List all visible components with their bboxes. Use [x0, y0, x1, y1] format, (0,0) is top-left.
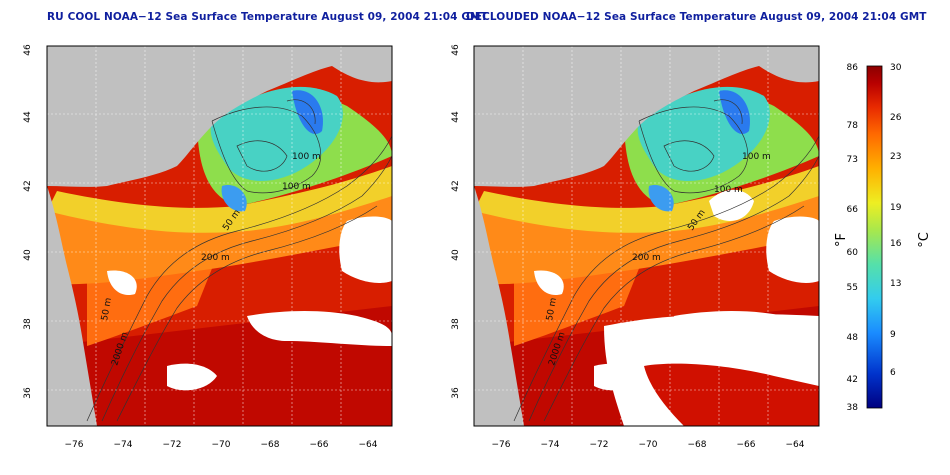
- f-tick-38: 38: [847, 403, 859, 413]
- f-tick-78: 78: [847, 121, 859, 131]
- right-lat-42: 42: [451, 180, 461, 191]
- left-lat-42: 42: [23, 180, 33, 191]
- c-tick-9: 9: [890, 330, 896, 340]
- c-tick-6: 6: [890, 368, 896, 378]
- right-lat-36: 36: [451, 387, 461, 399]
- right-lat-axis: 46 44 42 40 38 36: [451, 44, 461, 399]
- right-label-100m-a: 100 m: [742, 152, 771, 162]
- right-lon-74: −74: [541, 440, 560, 450]
- right-lon-axis: −76 −74 −72 −70 −68 −66 −64: [492, 440, 805, 450]
- right-lon-68: −68: [688, 440, 707, 450]
- right-panel-title: DECLOUDED NOAA−12 Sea Surface Temperatur…: [466, 11, 927, 23]
- f-tick-48: 48: [847, 333, 859, 343]
- right-lat-44: 44: [451, 111, 461, 123]
- right-map: 100 m 100 m 50 m 200 m 50 m 2000 m: [473, 45, 820, 427]
- right-label-200m: 200 m: [632, 253, 661, 263]
- f-tick-86: 86: [847, 63, 859, 73]
- right-lat-40: 40: [451, 249, 461, 261]
- c-tick-30: 30: [890, 63, 902, 73]
- f-tick-66: 66: [847, 205, 859, 215]
- right-lon-76: −76: [492, 440, 511, 450]
- left-lon-68: −68: [261, 440, 280, 450]
- left-label-50m-south: 50 m: [100, 297, 114, 321]
- left-lon-72: −72: [163, 440, 182, 450]
- c-tick-23: 23: [890, 152, 901, 162]
- unit-fahrenheit: °F: [834, 233, 849, 247]
- left-lat-40: 40: [23, 249, 33, 261]
- right-label-100m-b: 100 m: [714, 185, 743, 195]
- colorbar-gradient: [866, 65, 883, 409]
- f-tick-42: 42: [847, 375, 858, 385]
- right-lat-38: 38: [451, 318, 461, 330]
- f-tick-73: 73: [847, 155, 858, 165]
- unit-celsius: °C: [917, 232, 932, 248]
- left-lat-44: 44: [23, 111, 33, 123]
- left-lon-76: −76: [65, 440, 84, 450]
- left-lat-36: 36: [23, 387, 33, 399]
- right-lat-46: 46: [451, 44, 461, 56]
- right-lon-70: −70: [639, 440, 658, 450]
- c-tick-19: 19: [890, 203, 902, 213]
- left-lat-46: 46: [23, 44, 33, 56]
- left-gridlines: [47, 46, 392, 426]
- right-label-50m-south: 50 m: [545, 297, 559, 321]
- colorbar-f-ticks: 86 78 73 66 60 55 48 42 38: [847, 63, 859, 413]
- left-panel-title: RU COOL NOAA−12 Sea Surface Temperature …: [47, 11, 488, 23]
- c-tick-13: 13: [890, 279, 901, 289]
- right-lon-72: −72: [590, 440, 609, 450]
- right-gridlines: [474, 46, 819, 426]
- left-lat-38: 38: [23, 318, 33, 330]
- f-tick-60: 60: [847, 248, 859, 258]
- right-lon-66: −66: [737, 440, 756, 450]
- colorbar: 86 78 73 66 60 55 48 42 38 30 26 23 19 1…: [834, 63, 932, 413]
- right-lon-64: −64: [786, 440, 805, 450]
- left-lon-66: −66: [310, 440, 329, 450]
- left-lon-64: −64: [359, 440, 378, 450]
- c-tick-26: 26: [890, 113, 902, 123]
- f-tick-55: 55: [847, 283, 858, 293]
- left-lat-axis: 46 44 42 40 38 36: [23, 44, 33, 399]
- left-label-100m-a: 100 m: [292, 152, 321, 162]
- left-label-100m-b: 100 m: [282, 182, 311, 192]
- left-lon-74: −74: [114, 440, 133, 450]
- left-map: 100 m 100 m 50 m 200 m 50 m 2000 m: [46, 45, 393, 427]
- left-lon-70: −70: [212, 440, 231, 450]
- colorbar-c-ticks: 30 26 23 19 16 13 9 6: [890, 63, 902, 378]
- left-label-200m: 200 m: [201, 253, 230, 263]
- left-lon-axis: −76 −74 −72 −70 −68 −66 −64: [65, 440, 378, 450]
- c-tick-16: 16: [890, 239, 902, 249]
